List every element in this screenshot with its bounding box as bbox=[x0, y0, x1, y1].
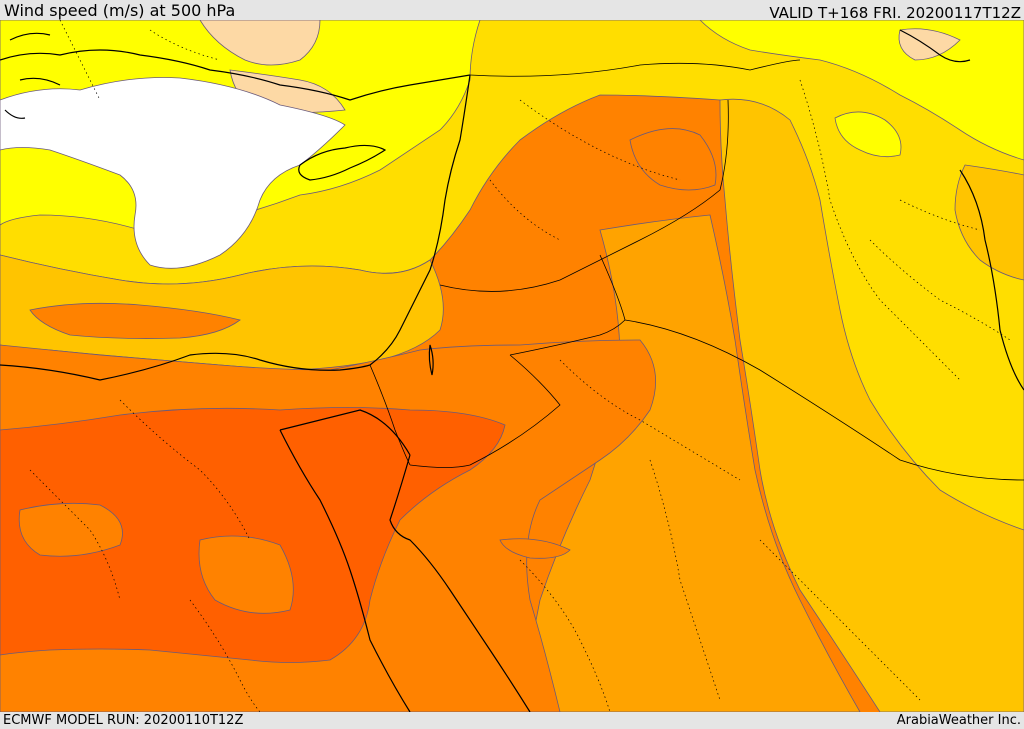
shading-level-2 bbox=[834, 111, 902, 158]
coastline-gulf bbox=[959, 169, 1024, 391]
map-canvas bbox=[0, 20, 1024, 712]
coastline-caspian-hint bbox=[899, 29, 971, 63]
border-saudi-egypt bbox=[409, 354, 561, 468]
shading-none bbox=[0, 77, 346, 269]
valid-time-label: VALID T+168 FRI. 20200117T12Z bbox=[769, 4, 1021, 22]
coastline-levant bbox=[369, 74, 471, 366]
wind-speed-map bbox=[0, 20, 1024, 712]
border-jordan-iraq bbox=[599, 254, 1024, 481]
coastline-red-sea-east bbox=[389, 454, 531, 712]
shading-level-2 bbox=[699, 20, 1024, 161]
coastlines bbox=[0, 29, 1024, 712]
political-borders bbox=[369, 59, 1024, 481]
shading-level-6 bbox=[499, 538, 571, 559]
coastline-dead-sea bbox=[428, 344, 434, 376]
shading-level-6 bbox=[198, 535, 294, 614]
shading-level-6 bbox=[29, 302, 241, 339]
shading-level-6 bbox=[18, 502, 123, 557]
border-saudi-jordan bbox=[509, 319, 626, 356]
border-egypt-israel bbox=[369, 364, 411, 466]
model-run-label: ECMWF MODEL RUN: 20200110T12Z bbox=[3, 713, 244, 728]
wind-speed-shading bbox=[0, 20, 1024, 712]
coastline-egypt-north bbox=[0, 352, 371, 381]
credit-label: ArabiaWeather Inc. bbox=[896, 713, 1021, 728]
shading-level-1 bbox=[898, 28, 961, 61]
coastline-red-sea-west bbox=[279, 429, 411, 712]
border-syria-iraq bbox=[469, 59, 801, 77]
coastline-sinai bbox=[279, 409, 411, 456]
coastline-aegean bbox=[4, 32, 61, 119]
border-syria-jordan bbox=[439, 99, 729, 292]
shading-level-6 bbox=[629, 128, 717, 191]
coastline-turkey bbox=[0, 49, 471, 101]
header-bar: Wind speed (m/s) at 500 hPa VALID T+168 … bbox=[0, 0, 1024, 22]
internal-boundaries bbox=[29, 20, 1011, 712]
footer-bar: ECMWF MODEL RUN: 20200110T12Z ArabiaWeat… bbox=[0, 712, 1024, 729]
coastline-cyprus bbox=[298, 144, 387, 181]
map-title: Wind speed (m/s) at 500 hPa bbox=[4, 1, 236, 20]
shading-level-7 bbox=[0, 407, 506, 663]
shading-level-1 bbox=[199, 20, 321, 66]
